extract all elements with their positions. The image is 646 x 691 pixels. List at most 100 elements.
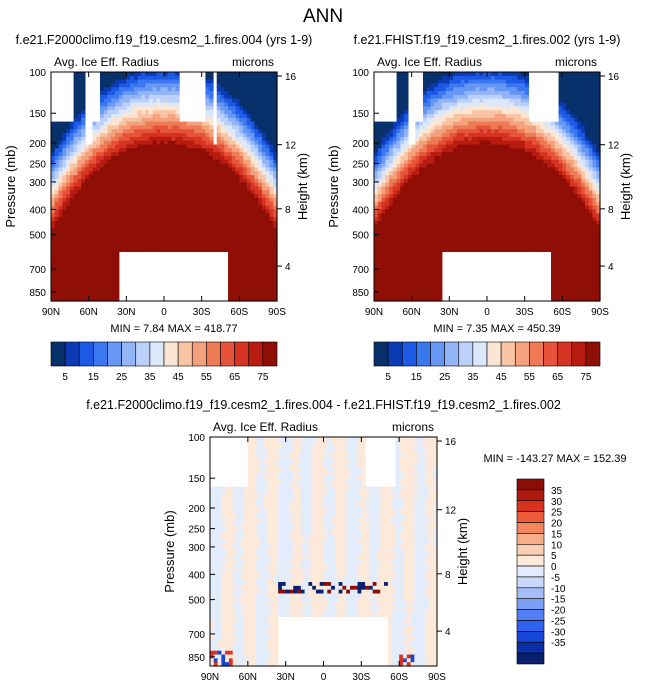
- colorbar-swatch: [93, 341, 108, 367]
- y-tick-label: 700: [188, 630, 205, 641]
- colorbar-label: 25: [439, 372, 451, 383]
- panel-title: f.e21.F2000climo.f19_f19.cesm2_1.fires.0…: [16, 33, 313, 47]
- x-tick-label: 60S: [230, 307, 248, 318]
- plot-area: [51, 72, 278, 302]
- colorbar-label: 15: [88, 372, 100, 383]
- variable-label: Avg. Ice Eff. Radius: [377, 55, 482, 69]
- colorbar-swatch: [177, 341, 193, 367]
- colorbar-swatch: [516, 598, 545, 610]
- x-tick-label: 90N: [365, 307, 383, 318]
- colorbar: 5 15 25 35 45 55 65 75: [50, 341, 278, 383]
- x-tick-label: 30S: [352, 672, 370, 683]
- colorbar-swatch: [444, 341, 460, 367]
- colorbar-swatch: [163, 341, 179, 367]
- y-tick-label: 300: [352, 178, 369, 189]
- colorbar-swatch: [516, 511, 545, 523]
- colorbar-swatch: [401, 341, 417, 367]
- y-tick-label: 850: [188, 653, 205, 664]
- y-tick-label: 150: [29, 109, 46, 120]
- colorbar-label: 15: [411, 372, 423, 383]
- colorbar-swatch: [516, 500, 545, 512]
- y-tick-label: 400: [29, 205, 46, 216]
- colorbar-swatch: [472, 341, 488, 367]
- colorbar-label: 25: [551, 508, 563, 519]
- colorbar-swatch: [516, 554, 545, 567]
- colorbar-swatch: [458, 341, 474, 367]
- x-tick-label: 90S: [428, 672, 446, 683]
- colorbar-swatch: [234, 341, 250, 367]
- colorbar-swatch: [78, 341, 94, 367]
- y2-tick-label: 8: [608, 205, 614, 216]
- colorbar-swatch: [50, 341, 66, 367]
- x-tick-label: 60S: [390, 672, 408, 683]
- y2-axis-label: Height (km): [455, 518, 470, 585]
- plot-area: [210, 437, 438, 667]
- y2-tick-label: 12: [608, 141, 620, 152]
- y-tick-label: 400: [188, 570, 205, 581]
- colorbar-label: 35: [551, 486, 563, 497]
- colorbar-swatch: [516, 620, 545, 632]
- variable-label: Avg. Ice Eff. Radius: [54, 55, 159, 69]
- colorbar-label: 35: [144, 372, 156, 383]
- colorbar-swatch: [585, 341, 601, 367]
- x-tick-label: 30S: [193, 307, 211, 318]
- y-tick-label: 300: [188, 543, 205, 554]
- y-tick-label: 850: [352, 288, 369, 299]
- y-tick-label: 500: [352, 231, 369, 242]
- x-tick-label: 30N: [276, 672, 294, 683]
- colorbar-swatch: [206, 341, 221, 367]
- y2-tick-label: 4: [285, 262, 291, 273]
- y2-tick-label: 8: [285, 205, 291, 216]
- x-tick-label: 60N: [79, 307, 97, 318]
- y-tick-label: 100: [352, 68, 369, 79]
- colorbar-label: 45: [173, 372, 185, 383]
- stats-label: MIN = -143.27 MAX = 152.39: [483, 453, 626, 465]
- colorbar-label: -5: [551, 573, 560, 584]
- x-tick-label: 30S: [516, 307, 534, 318]
- colorbar-swatch: [248, 341, 264, 367]
- y-tick-label: 250: [352, 160, 369, 171]
- x-tick-label: 90S: [591, 307, 609, 318]
- colorbar-swatch: [416, 341, 431, 367]
- colorbar-swatch: [430, 341, 445, 367]
- page-title: ANN: [303, 6, 343, 27]
- y2-tick-label: 4: [445, 627, 451, 638]
- colorbar-swatch: [516, 565, 545, 578]
- colorbar-label: 45: [496, 372, 508, 383]
- y-tick-label: 700: [352, 265, 369, 276]
- units-label: microns: [232, 55, 274, 69]
- panel-title: f.e21.FHIST.f19_f19.cesm2_1.fires.002 (y…: [354, 33, 621, 47]
- y-tick-label: 200: [352, 139, 369, 150]
- y2-tick-label: 16: [445, 437, 457, 448]
- colorbar-swatch: [486, 341, 502, 367]
- panel-1: f.e21.F2000climo.f19_f19.cesm2_1.fires.0…: [3, 33, 312, 383]
- colorbar: 5 15 25 35 45 55 65 75: [373, 341, 601, 383]
- colorbar-swatch: [516, 522, 545, 534]
- y-tick-label: 100: [188, 433, 205, 444]
- y-tick-label: 200: [188, 504, 205, 515]
- stats-label: MIN = 7.84 MAX = 418.77: [110, 323, 237, 335]
- x-tick-label: 90N: [42, 307, 60, 318]
- units-label: microns: [392, 420, 434, 434]
- colorbar-swatch: [262, 341, 278, 367]
- colorbar-label: 65: [552, 372, 564, 383]
- plot-area: [374, 72, 601, 302]
- colorbar-label: 25: [116, 372, 128, 383]
- colorbar-label: 5: [551, 551, 557, 562]
- colorbar-swatch: [516, 533, 545, 545]
- x-tick-label: 0: [161, 307, 167, 318]
- y2-axis-label: Height (km): [295, 153, 310, 220]
- colorbar-label: -30: [551, 627, 566, 638]
- colorbar-swatch: [191, 341, 207, 367]
- y-tick-label: 700: [29, 265, 46, 276]
- colorbar-label: -10: [551, 584, 566, 595]
- colorbar-label: 65: [229, 372, 241, 383]
- x-tick-label: 30N: [440, 307, 458, 318]
- colorbar-swatch: [516, 576, 545, 589]
- colorbar-swatch: [514, 341, 530, 367]
- y-tick-label: 150: [352, 109, 369, 120]
- y-tick-label: 250: [29, 160, 46, 171]
- colorbar-swatch: [516, 478, 545, 491]
- colorbar-swatch: [557, 341, 573, 367]
- colorbar-swatch: [220, 341, 235, 367]
